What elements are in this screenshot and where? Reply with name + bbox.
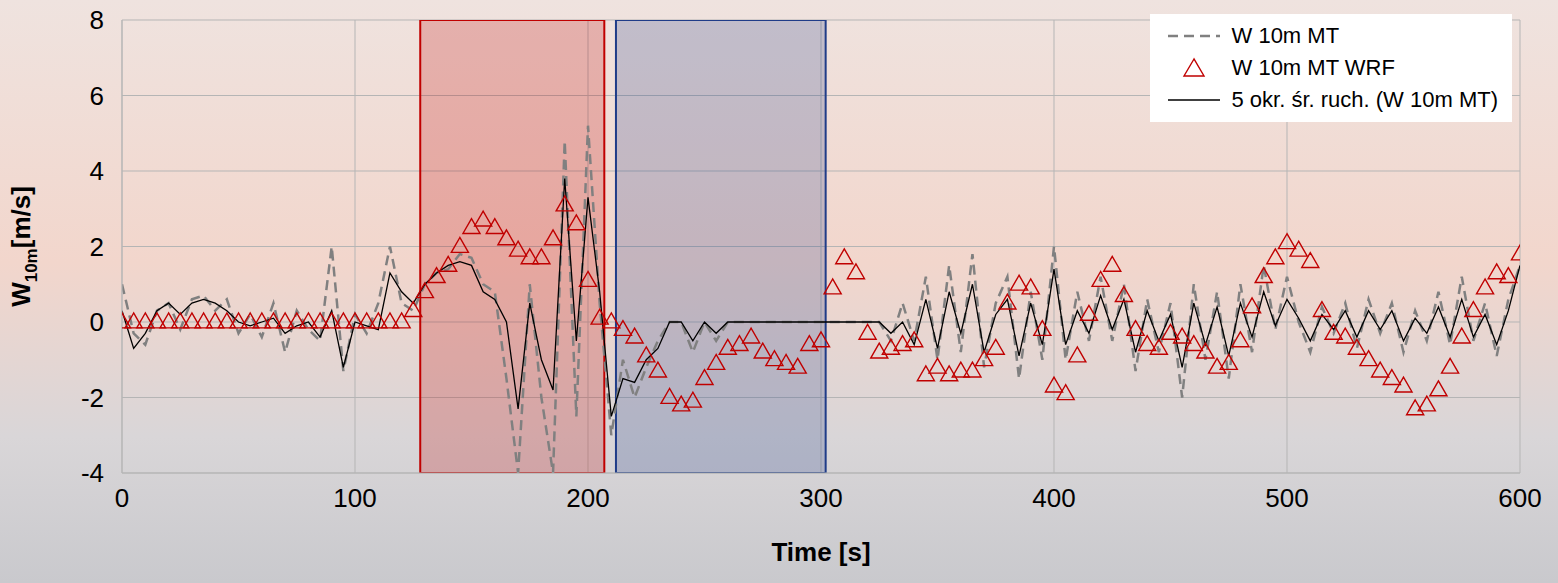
html-text:5 okr. śr. ruch. (W 10m MT): 5 okr. śr. ruch. (W 10m MT) — [1231, 87, 1498, 112]
svg-text:Time [s]: Time [s] — [771, 537, 870, 567]
svg-text:4: 4 — [90, 156, 104, 186]
svg-text:200: 200 — [566, 483, 609, 513]
svg-text:400: 400 — [1032, 483, 1075, 513]
svg-text:-2: -2 — [81, 383, 104, 413]
svg-text:2: 2 — [90, 232, 104, 262]
svg-text:0: 0 — [90, 307, 104, 337]
svg-text:500: 500 — [1265, 483, 1308, 513]
html-text:W 10m MT WRF: W 10m MT WRF — [1231, 55, 1395, 80]
svg-text:8: 8 — [90, 5, 104, 35]
svg-text:-4: -4 — [81, 458, 104, 488]
svg-text:600: 600 — [1498, 483, 1541, 513]
svg-text:0: 0 — [115, 483, 129, 513]
svg-text:300: 300 — [799, 483, 842, 513]
svg-text:100: 100 — [333, 483, 376, 513]
svg-text:6: 6 — [90, 81, 104, 111]
svg-text:W10m[m/s]: W10m[m/s] — [6, 186, 41, 307]
html-text:W 10m MT: W 10m MT — [1231, 23, 1340, 48]
